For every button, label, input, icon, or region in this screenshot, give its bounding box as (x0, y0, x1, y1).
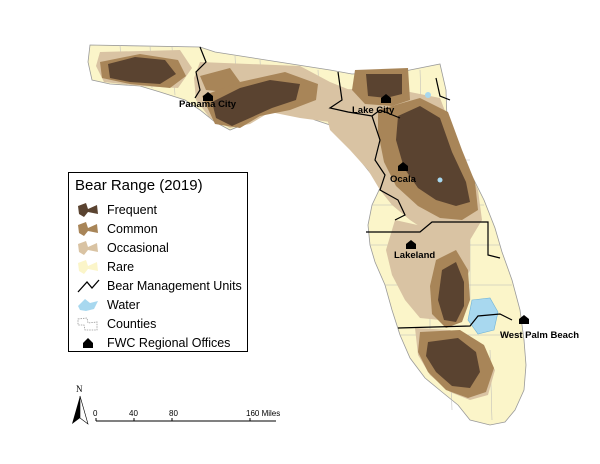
frequent-swatch-icon (78, 203, 98, 217)
office-panama-city: Panama City (179, 92, 237, 110)
svg-text:80: 80 (169, 409, 178, 418)
counties-swatch-icon (77, 317, 98, 331)
lake-small (425, 92, 431, 98)
svg-text:Lake City: Lake City (352, 105, 395, 116)
legend-item-common: Common (75, 220, 158, 238)
svg-text:West Palm Beach: West Palm Beach (500, 330, 579, 341)
occasional-swatch-icon (78, 241, 98, 255)
fwc-offices: Panama City Lake City Ocala Lakeland Wes… (179, 92, 579, 341)
boundary-line-icon (77, 279, 100, 293)
svg-text:160 Miles: 160 Miles (246, 409, 280, 418)
office-lakeland: Lakeland (394, 240, 435, 261)
legend-item-fwc-offices: FWC Regional Offices (75, 334, 230, 352)
office-lake-city: Lake City (352, 94, 395, 116)
water-swatch-icon (78, 299, 98, 311)
svg-text:N: N (76, 384, 83, 394)
lake-small (437, 177, 443, 183)
legend-label: Water (107, 298, 140, 312)
legend-label: Counties (107, 317, 157, 331)
legend-item-bear-management-units: Bear Management Units (75, 277, 242, 295)
office-ocala: Ocala (390, 162, 417, 185)
office-marker-icon (83, 338, 93, 348)
legend-label: Frequent (107, 203, 158, 217)
svg-text:Ocala: Ocala (390, 174, 417, 185)
common-swatch-icon (78, 222, 98, 236)
svg-text:Panama City: Panama City (179, 99, 237, 110)
legend: Bear Range (2019) Frequent Common Occasi… (68, 172, 248, 352)
svg-text:40: 40 (129, 409, 138, 418)
legend-item-water: Water (75, 296, 140, 314)
north-arrow: N (72, 384, 89, 425)
legend-label: Rare (107, 260, 135, 274)
legend-item-rare: Rare (75, 258, 134, 276)
legend-label: Occasional (107, 241, 169, 255)
svg-text:0: 0 (93, 409, 98, 418)
legend-item-counties: Counties (75, 315, 156, 333)
scale-bar: 0 40 80 160 Miles (93, 409, 280, 422)
legend-item-frequent: Frequent (75, 201, 157, 219)
frequent-range (108, 57, 480, 388)
legend-title: Bear Range (2019) (75, 177, 203, 194)
legend-label: FWC Regional Offices (107, 336, 231, 350)
svg-text:Lakeland: Lakeland (394, 250, 435, 261)
bear-management-units (194, 46, 513, 329)
office-west-palm-beach: West Palm Beach (500, 315, 579, 341)
rare-swatch-icon (78, 260, 98, 274)
legend-item-occasional: Occasional (75, 239, 169, 257)
legend-label: Common (107, 222, 158, 236)
legend-label: Bear Management Units (107, 279, 242, 293)
